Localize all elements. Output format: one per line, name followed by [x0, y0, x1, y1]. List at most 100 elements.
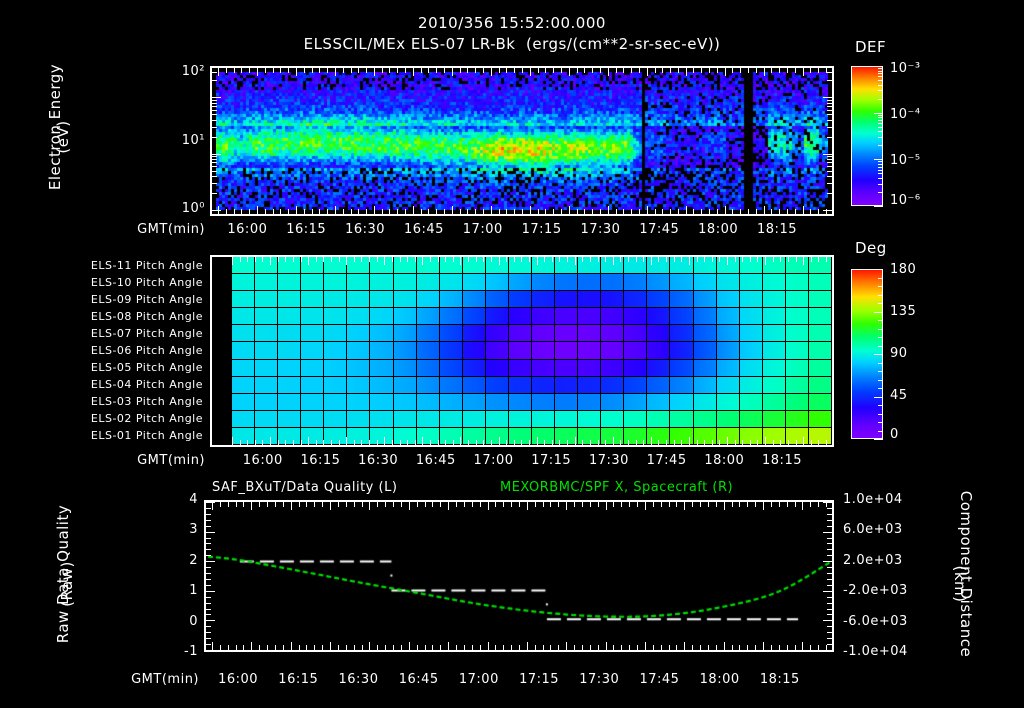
pitch-cell [439, 393, 463, 411]
pitch-row-label: ELS-09 Pitch Angle [90, 292, 203, 306]
pitch-cell [647, 410, 671, 428]
bottom-panel-traces [206, 502, 832, 650]
pitch-cell [393, 291, 417, 309]
pitch-cell [785, 308, 809, 326]
bottom-ytick-left: 3 [189, 522, 198, 538]
pitch-cell [762, 291, 786, 309]
pitch-cell [232, 291, 256, 309]
pitch-cell [670, 325, 694, 343]
pitch-cell [624, 393, 648, 411]
xtick-label: 17:15 [519, 672, 560, 687]
pitch-cell [485, 342, 509, 360]
pitch-cell [624, 376, 648, 394]
pitch-cell [370, 427, 394, 445]
pitch-cell [462, 410, 486, 428]
pitch-cell [808, 308, 832, 326]
pitch-cell [278, 376, 302, 394]
pitch-cell [301, 291, 325, 309]
pitch-cell [601, 308, 625, 326]
pitch-cell [578, 342, 602, 360]
bottom-title-left: SAF_BXuT/Data Quality (L) [212, 480, 398, 495]
pitch-cell [347, 308, 371, 326]
pitch-cell [324, 257, 348, 275]
pitch-cell [278, 291, 302, 309]
pitch-cell [347, 376, 371, 394]
pitch-cell [255, 427, 279, 445]
pitch-cell [347, 393, 371, 411]
pitch-row-label: ELS-06 Pitch Angle [90, 344, 203, 357]
pitch-cell [508, 308, 532, 326]
pitch-cell [578, 410, 602, 428]
pitch-cell [232, 274, 256, 292]
xtick-label: 17:15 [521, 222, 562, 237]
pitch-cell [762, 274, 786, 292]
pitch-cell [808, 342, 832, 360]
pitch-cell [739, 308, 763, 326]
pitch-x-axis-label: GMT(min) [137, 453, 205, 468]
xtick-label: 17:30 [579, 672, 620, 687]
pitch-cell [624, 257, 648, 275]
pitch-cell [762, 393, 786, 411]
pitch-cell [785, 291, 809, 309]
pitch-cell [670, 308, 694, 326]
pitch-cell [601, 274, 625, 292]
xtick-label: 17:30 [588, 453, 629, 468]
bottom-ytick-left: 0 [189, 613, 198, 629]
pitch-cell [647, 325, 671, 343]
xtick-label: 16:45 [398, 672, 439, 687]
pitch-cell [785, 325, 809, 343]
pitch-cell [762, 257, 786, 275]
pitch-row-label: ELS-03 Pitch Angle [90, 395, 203, 409]
pitch-cell [670, 257, 694, 275]
pitch-cell [785, 359, 809, 377]
pitch-cell [393, 274, 417, 292]
pitch-cell [601, 257, 625, 275]
pitch-cell [393, 376, 417, 394]
xtick-label: 18:00 [704, 453, 745, 468]
pitch-cell [624, 274, 648, 292]
pitch-cell [370, 410, 394, 428]
pitch-cell [393, 359, 417, 377]
pitch-cell [762, 325, 786, 343]
xtick-label: 18:00 [698, 222, 739, 237]
pitch-cell [785, 410, 809, 428]
pitch-cell [808, 291, 832, 309]
pitch-cell [532, 257, 556, 275]
bottom-title-right: MEXORBMC/SPF X, Spacecraft (R) [500, 480, 734, 495]
pitch-row-label: ELS-08 Pitch Angle [90, 309, 203, 323]
spectrogram-ytick-0: 10² [181, 64, 205, 79]
pitch-cell [647, 359, 671, 377]
pitch-cell [508, 274, 532, 292]
pitch-cell [601, 359, 625, 377]
pitch-cell [462, 342, 486, 360]
pitch-cell [555, 359, 579, 377]
pitch-cell [693, 257, 717, 275]
pitch-cell [370, 359, 394, 377]
pitch-cell [693, 410, 717, 428]
pitch-cell [762, 410, 786, 428]
pitch-cell [255, 359, 279, 377]
pitch-cell [324, 274, 348, 292]
header-subtitle: ELSSCIL/MEx ELS-07 LR-Bk (ergs/(cm**2-sr… [303, 35, 721, 53]
pitch-cell [416, 410, 440, 428]
pitch-cell [739, 291, 763, 309]
pitch-cell [762, 308, 786, 326]
pitch-cell [647, 342, 671, 360]
xtick-label: 16:00 [227, 222, 268, 237]
pitch-cell [393, 342, 417, 360]
pitch-cell [370, 393, 394, 411]
pitch-cell [785, 376, 809, 394]
pitch-cell [555, 376, 579, 394]
pitch-cell [278, 325, 302, 343]
pitch-cell [347, 359, 371, 377]
pitch-cell [532, 410, 556, 428]
pitch-cell [439, 291, 463, 309]
pitch-cell [555, 291, 579, 309]
def-colorbar-tick-1: 10⁻⁴ [890, 107, 921, 122]
def-colorbar-tick-0: 10⁻³ [890, 61, 921, 76]
pitch-cell [370, 291, 394, 309]
pitch-cell [601, 291, 625, 309]
pitch-cell [255, 410, 279, 428]
header-timestamp: 2010/356 15:52:00.000 [418, 14, 606, 32]
pitch-cell [301, 359, 325, 377]
